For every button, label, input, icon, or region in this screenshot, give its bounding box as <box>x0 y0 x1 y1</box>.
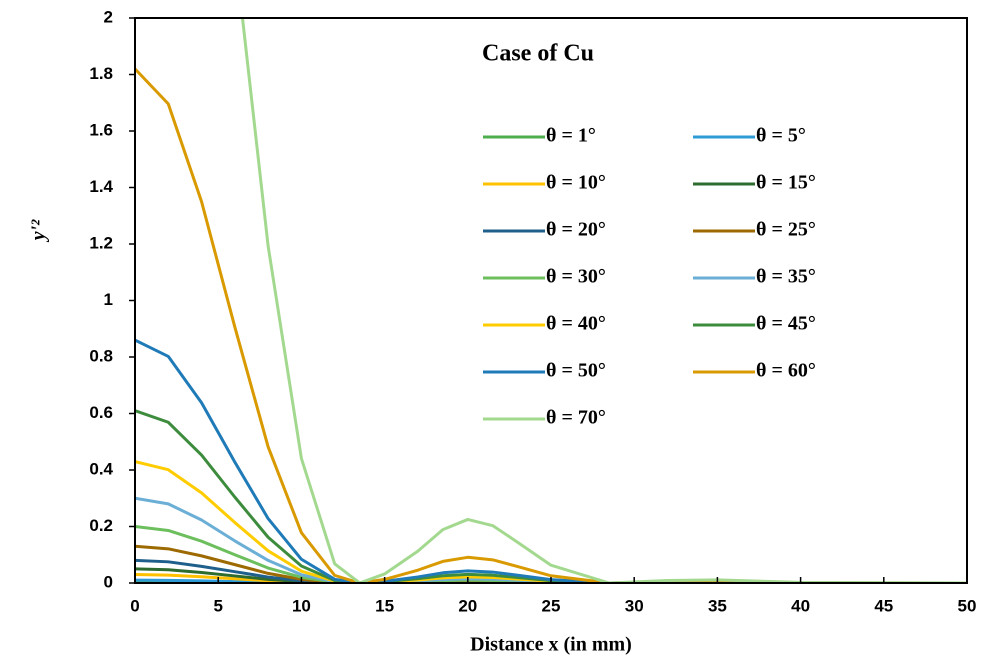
legend-label: θ = 35° <box>756 266 816 288</box>
y-tick-label: 1.6 <box>89 120 113 139</box>
legend-label: θ = 45° <box>756 313 816 335</box>
x-tick-label: 5 <box>213 596 222 615</box>
y-tick-label: 0 <box>104 572 113 591</box>
legend-label: θ = 10° <box>546 172 606 194</box>
legend-label: θ = 60° <box>756 360 816 382</box>
x-tick-label: 25 <box>542 596 561 615</box>
x-tick-label: 30 <box>625 596 644 615</box>
legend-label: θ = 70° <box>546 407 606 429</box>
x-tick-label: 40 <box>791 596 810 615</box>
x-tick-label: 20 <box>458 596 477 615</box>
x-tick-label: 15 <box>375 596 394 615</box>
x-tick-label: 45 <box>874 596 893 615</box>
y-tick-label: 1 <box>104 290 113 309</box>
legend-label: θ = 20° <box>546 219 606 241</box>
legend-label: θ = 1° <box>546 125 596 147</box>
legend-label: θ = 15° <box>756 172 816 194</box>
legend-label: θ = 25° <box>756 219 816 241</box>
legend-label: θ = 30° <box>546 266 606 288</box>
legend-label: θ = 40° <box>546 313 606 335</box>
data-line <box>240 18 967 583</box>
legend-label: θ = 50° <box>546 360 606 382</box>
y-tick-label: 1.2 <box>89 233 113 252</box>
chart-title: Case of Cu <box>482 41 594 67</box>
plot-frame <box>134 17 968 584</box>
plot-area <box>135 18 967 583</box>
y-tick-label: 2 <box>104 7 113 26</box>
y-tick-label: 0.4 <box>89 459 113 478</box>
x-tick-label: 50 <box>958 596 977 615</box>
x-tick-label: 0 <box>130 596 139 615</box>
y-axis-label: y'² <box>28 219 50 242</box>
x-axis-label: Distance x (in mm) <box>470 634 632 656</box>
x-tick-label: 10 <box>292 596 311 615</box>
x-tick-label: 35 <box>708 596 727 615</box>
legend-label: θ = 5° <box>756 125 806 147</box>
y-tick-label: 1.4 <box>89 177 113 196</box>
y-tick-label: 0.2 <box>89 516 113 535</box>
y-tick-label: 0.6 <box>89 403 113 422</box>
y-tick-label: 0.8 <box>89 346 113 365</box>
y-tick-label: 1.8 <box>89 64 113 83</box>
